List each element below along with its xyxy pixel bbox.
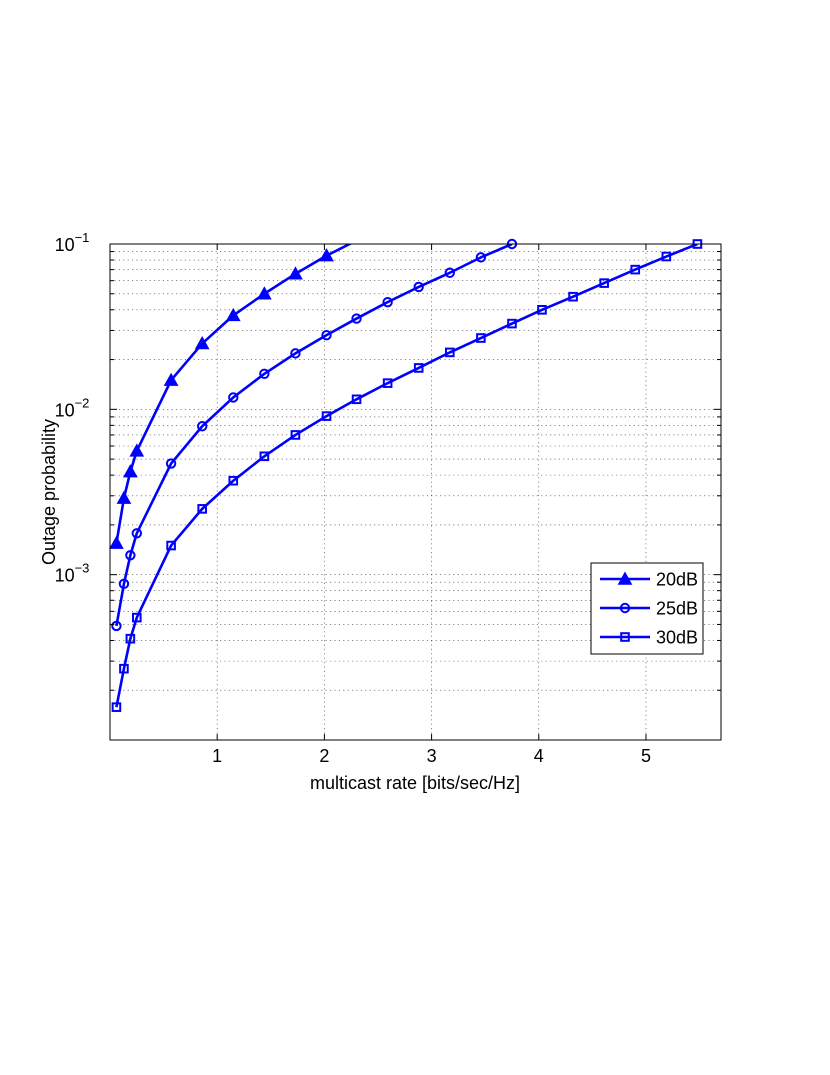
data-point-20dB	[225, 307, 241, 322]
data-point-25dB	[131, 528, 142, 539]
data-point-25dB	[475, 252, 487, 263]
legend-label-20dB: 20dB	[656, 570, 698, 590]
data-point-20dB	[319, 248, 334, 262]
data-point-30dB	[111, 702, 122, 712]
x-tick-label: 4	[534, 746, 544, 766]
data-point-30dB	[290, 430, 301, 440]
data-point-30dB	[259, 451, 270, 462]
x-tick-label: 2	[319, 746, 329, 766]
data-point-30dB	[661, 251, 672, 262]
data-point-25dB	[165, 458, 177, 469]
data-point-25dB	[413, 281, 424, 293]
data-point-30dB	[131, 612, 142, 623]
data-point-20dB	[109, 535, 124, 549]
data-point-20dB	[116, 490, 132, 504]
plot-background	[110, 244, 721, 740]
data-point-20dB	[163, 372, 179, 386]
y-tick-label: 10−3	[55, 561, 90, 586]
data-point-30dB	[599, 278, 609, 288]
y-axis-label: Outage probability	[39, 419, 59, 565]
legend-marker-25dB	[619, 602, 631, 614]
legend-label-25dB: 25dB	[656, 599, 698, 619]
data-point-25dB	[196, 421, 208, 432]
data-point-30dB	[119, 663, 129, 674]
grid-lines	[110, 244, 721, 741]
tick-labels: 1 2 3 4 5 10−3 10−2 10−1	[55, 230, 651, 766]
data-point-30dB	[476, 333, 486, 343]
data-point-25dB	[321, 329, 332, 341]
data-point-30dB	[197, 504, 207, 514]
data-point-25dB	[228, 392, 239, 403]
data-point-25dB	[290, 348, 301, 359]
data-point-25dB	[444, 267, 456, 278]
data-point-30dB	[351, 394, 362, 405]
data-point-20dB	[288, 266, 303, 280]
data-point-25dB	[111, 620, 122, 632]
x-tick-label: 3	[427, 746, 437, 766]
x-tick-label: 5	[641, 746, 651, 766]
data-point-30dB	[382, 378, 393, 388]
data-point-25dB	[118, 578, 130, 590]
data-point-30dB	[413, 363, 424, 373]
data-point-25dB	[125, 550, 136, 561]
data-point-25dB	[351, 313, 362, 324]
series-line-30dB	[115, 244, 698, 708]
data-point-20dB	[123, 464, 138, 478]
series-markers	[109, 238, 703, 712]
data-point-25dB	[382, 296, 393, 308]
x-axis-label: multicast rate [bits/sec/Hz]	[310, 773, 520, 793]
data-point-20dB	[194, 336, 210, 350]
data-point-30dB	[228, 475, 239, 486]
x-tick-label: 1	[212, 746, 222, 766]
data-point-30dB	[125, 633, 136, 644]
data-point-30dB	[321, 411, 332, 421]
data-point-30dB	[630, 264, 641, 275]
legend-marker-30dB	[620, 632, 630, 642]
data-point-30dB	[445, 347, 455, 358]
data-point-30dB	[166, 540, 176, 551]
series-line-25dB	[115, 244, 513, 627]
data-point-30dB	[537, 304, 547, 315]
axis-ticks	[110, 244, 721, 741]
legend: 20dB 25dB 30dB	[590, 562, 704, 655]
legend-marker-20dB	[617, 571, 633, 585]
data-point-25dB	[259, 368, 270, 380]
y-tick-label: 10−2	[55, 395, 90, 420]
plot-frame	[109, 243, 722, 741]
data-point-20dB	[129, 443, 145, 457]
data-point-30dB	[568, 291, 578, 302]
y-tick-label: 10−1	[55, 230, 90, 255]
data-point-20dB	[257, 286, 272, 300]
data-point-30dB	[507, 318, 517, 329]
legend-label-30dB: 30dB	[656, 628, 698, 648]
